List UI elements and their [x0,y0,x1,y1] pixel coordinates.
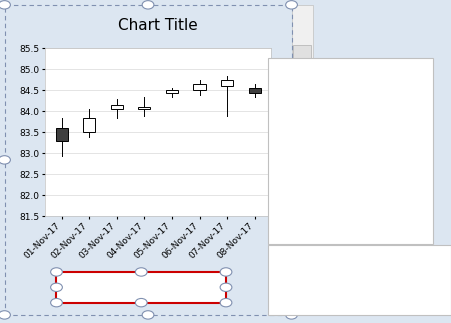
Text: Low: Low [160,282,179,292]
Text: Select Data...: Select Data... [294,172,364,182]
Text: Outline: Outline [318,293,353,303]
Text: ▾: ▾ [437,274,442,284]
Text: Open: Open [82,282,108,292]
Text: Format Legend...: Format Legend... [294,225,382,235]
Bar [269,59,430,84]
Bar [221,80,233,86]
Bar [138,107,150,109]
Text: High: High [121,282,143,292]
Bar [273,197,286,212]
Text: 3-D Rotation...: 3-D Rotation... [294,199,369,209]
Text: Change Chart Type...: Change Chart Type... [294,146,403,156]
Bar [283,144,290,158]
Text: Close: Close [198,282,225,292]
Bar [248,88,260,92]
Bar [193,84,205,90]
Text: Delete: Delete [331,67,368,77]
Text: ▾: ▾ [349,262,353,271]
Bar [277,143,283,159]
Text: ▾: ▾ [297,262,302,271]
Bar [270,145,276,157]
Bar [83,118,95,132]
Bar [271,169,289,186]
Bar [166,90,178,92]
Text: Reset to Match Style: Reset to Match Style [294,93,401,103]
Bar [55,128,68,141]
Text: Chart Title: Chart Title [118,18,198,33]
Text: Legend: Legend [395,274,433,284]
Text: A: A [276,120,284,130]
Text: Font...: Font... [294,120,327,130]
Bar [275,266,297,279]
Bar [364,263,445,294]
Text: Fill: Fill [279,293,292,303]
Bar [110,105,123,109]
